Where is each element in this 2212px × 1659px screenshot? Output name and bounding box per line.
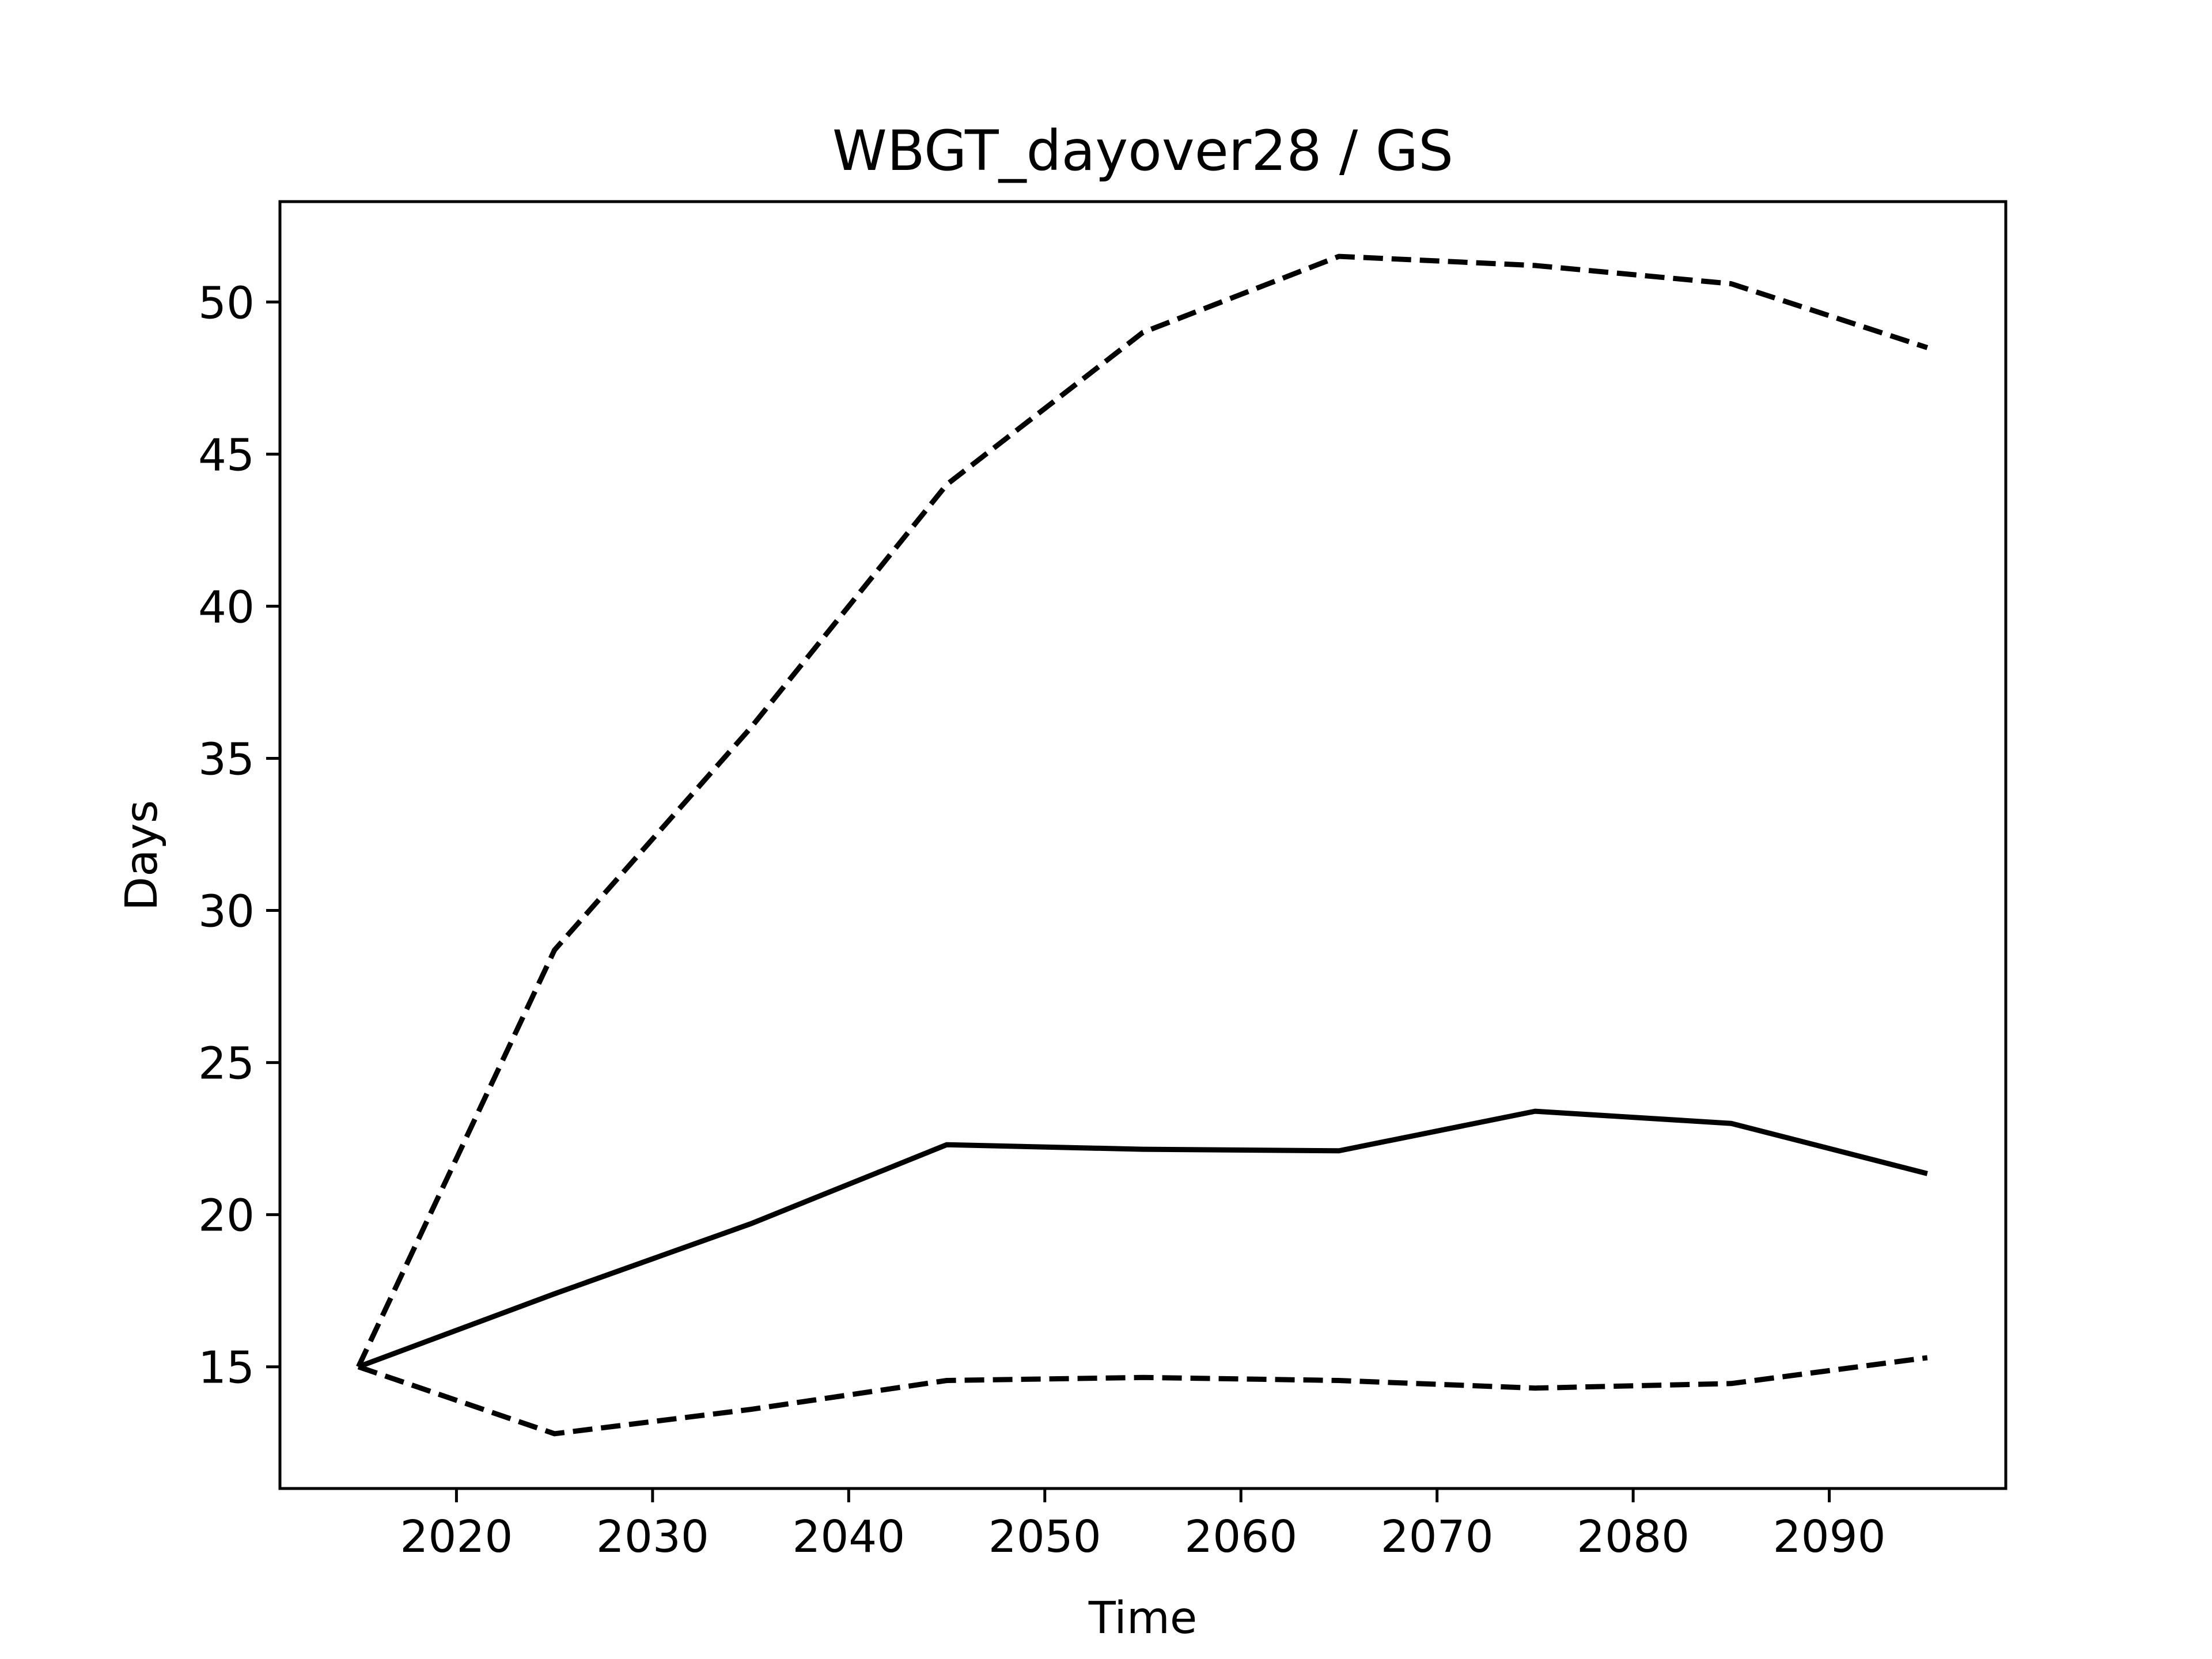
y-axis-label: Days: [116, 800, 168, 911]
y-tick-label: 35: [198, 734, 255, 785]
x-tick-label: 2030: [596, 1512, 709, 1563]
series-line-3: [357, 1355, 1928, 1437]
y-tick-label: 25: [198, 1039, 255, 1090]
chart-title: WBGT_dayover28 / GS: [832, 119, 1453, 183]
plot-area-frame: [278, 200, 2008, 1490]
y-tick-label: 40: [198, 582, 255, 633]
y-tick-label: 45: [198, 430, 255, 481]
axis-ticks: 2020 2030 2040 2050 2060 2070 2080 2090 15 20 25 30…: [198, 278, 1886, 1563]
y-tick-label: 30: [198, 887, 255, 938]
x-tick-label: 2040: [792, 1512, 905, 1563]
x-tick-label: 2080: [1577, 1512, 1690, 1563]
y-tick-label: 15: [198, 1343, 255, 1394]
x-axis-label: Time: [1088, 1593, 1197, 1644]
x-tick-label: 2020: [400, 1512, 513, 1563]
x-tick-label: 2050: [988, 1512, 1101, 1563]
y-tick-label: 20: [198, 1191, 255, 1242]
series-layer: [356, 253, 1929, 1437]
x-tick-label: 2070: [1381, 1512, 1494, 1563]
x-tick-label: 2060: [1184, 1512, 1297, 1563]
series-line-2: [356, 253, 1929, 1368]
series-line-1: [357, 1108, 1928, 1369]
x-tick-label: 2090: [1773, 1512, 1886, 1563]
y-tick-label: 50: [198, 278, 255, 329]
